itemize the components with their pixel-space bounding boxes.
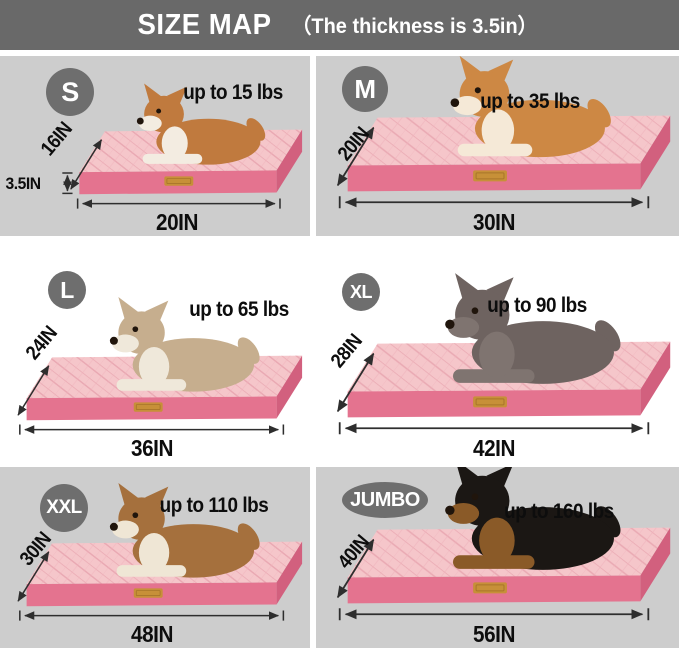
width-dimension-label: 42IN	[472, 435, 515, 461]
weight-capacity-label: up to 65 lbs	[188, 298, 289, 322]
size-panel-m: M up to 35 lbs 20IN 30IN	[316, 56, 679, 236]
width-dimension-label: 48IN	[130, 621, 173, 647]
size-panel-xxl: XXL up to 110 lbs 30IN 48IN	[0, 467, 310, 648]
header-bar: SIZE MAP （The thickness is 3.5in）	[0, 0, 679, 50]
weight-capacity-label: up to 35 lbs	[480, 90, 580, 114]
weight-capacity-label: up to 15 lbs	[182, 81, 283, 105]
weight-capacity-label: up to 90 lbs	[487, 294, 588, 318]
size-badge-xl: XL	[342, 273, 380, 311]
size-panel-l: L up to 65 lbs 24IN 36IN	[0, 241, 310, 462]
thickness-note: （The thickness is 3.5in）	[291, 15, 539, 38]
size-badge-m: M	[342, 66, 388, 112]
size-panel-xl: XL up to 90 lbs 28IN 42IN	[316, 241, 679, 462]
width-dimension-label: 20IN	[155, 209, 198, 235]
size-panel-s: S up to 15 lbs 16IN 3.5IN 20IN	[0, 56, 310, 236]
width-dimension-label: 56IN	[472, 621, 515, 647]
size-badge-xxl: XXL	[40, 484, 88, 532]
size-badge-l: L	[48, 271, 86, 309]
thickness-dimension-label: 3.5IN	[5, 174, 42, 193]
width-dimension-label: 36IN	[130, 435, 173, 461]
width-dimension-label: 30IN	[472, 209, 515, 235]
weight-capacity-label: up to 110 lbs	[159, 494, 269, 518]
weight-capacity-label: up to 160 lbs	[504, 499, 615, 523]
size-panel-jumbo: JUMBO up to 160 lbs 40IN 56IN	[316, 467, 679, 648]
size-badge-jumbo: JUMBO	[342, 482, 428, 518]
page-title: SIZE MAP	[137, 8, 272, 41]
size-badge-s: S	[46, 68, 94, 116]
